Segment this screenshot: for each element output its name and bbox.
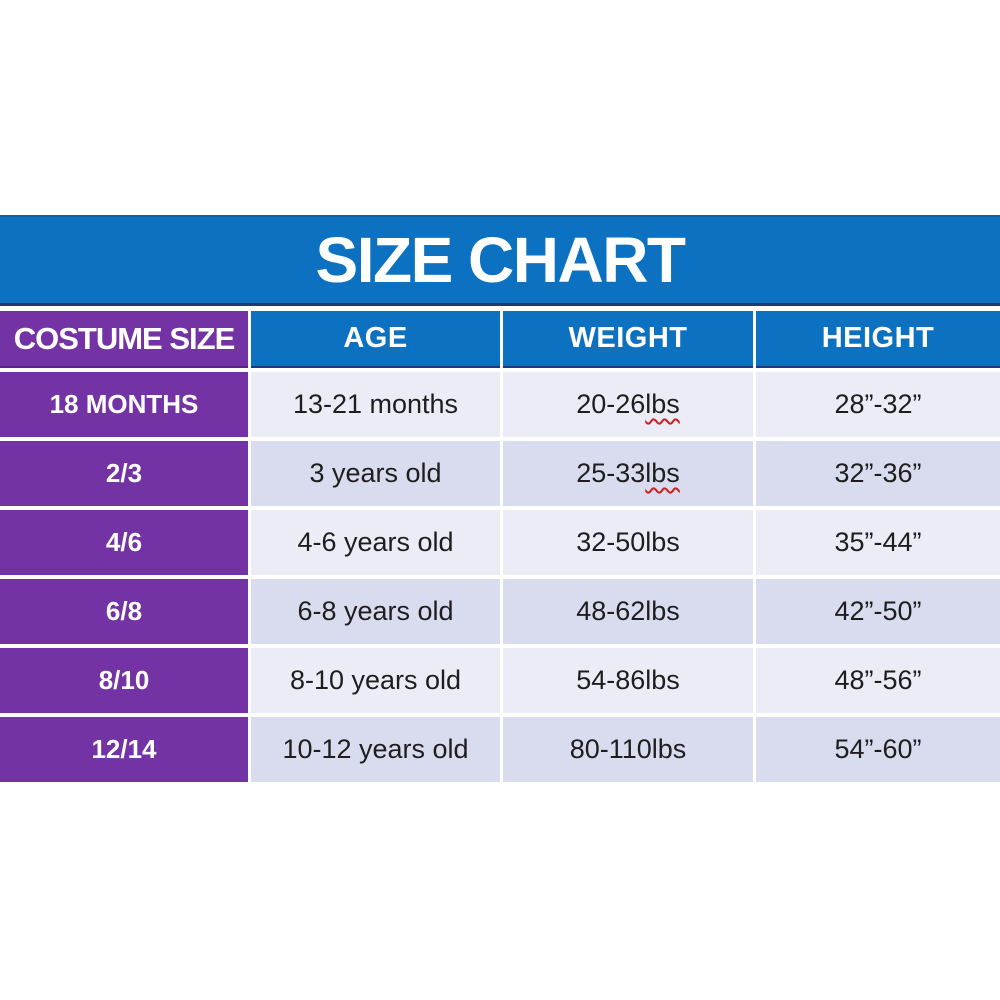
age-value: 8-10 years old	[289, 665, 462, 695]
age-cell: 8-10 years old	[251, 648, 500, 713]
age-cell: 4-6 years old	[251, 510, 500, 575]
weight-unit: lbs	[645, 389, 680, 419]
weight-unit: lbs	[651, 734, 687, 764]
age-value: 10-12 years old	[282, 734, 469, 764]
costume-size-value: 6/8	[105, 596, 143, 626]
height-cell: 28”-32”	[756, 372, 1000, 437]
weight-value: 20-26	[576, 389, 646, 419]
age-cell: 3 years old	[251, 441, 500, 506]
height-value: 48”-56”	[834, 665, 922, 695]
height-value: 28”-32”	[834, 389, 922, 419]
costume-size-value: 18 MONTHS	[49, 389, 199, 419]
costume-size-cell: 2/3	[0, 441, 248, 506]
header-age: AGE	[251, 311, 500, 368]
height-value: 54”-60”	[834, 734, 922, 764]
table-row: 4/6 4-6 years old 32-50 lbs 35”-44”	[0, 510, 1000, 575]
costume-size-cell: 8/10	[0, 648, 248, 713]
costume-size-value: 2/3	[105, 458, 143, 488]
costume-size-cell: 12/14	[0, 717, 248, 782]
age-cell: 10-12 years old	[251, 717, 500, 782]
size-chart-table: SIZE CHART COSTUME SIZE AGE WEIGHT HEIGH…	[0, 215, 1000, 782]
banner-separator	[0, 303, 1000, 306]
table-body: 18 MONTHS 13-21 months 20-26 lbs 28”-32”…	[0, 372, 1000, 782]
table-row: 18 MONTHS 13-21 months 20-26 lbs 28”-32”	[0, 372, 1000, 437]
weight-cell: 20-26 lbs	[503, 372, 753, 437]
page-title: SIZE CHART	[315, 224, 687, 296]
costume-size-value: 4/6	[105, 527, 143, 557]
weight-cell: 54-86 lbs	[503, 648, 753, 713]
header-weight: WEIGHT	[503, 311, 753, 368]
costume-size-cell: 6/8	[0, 579, 248, 644]
height-value: 32”-36”	[834, 458, 922, 488]
weight-value: 54-86	[576, 665, 646, 695]
table-row: 6/8 6-8 years old 48-62 lbs 42”-50”	[0, 579, 1000, 644]
table-header-row: COSTUME SIZE AGE WEIGHT HEIGHT	[0, 311, 1000, 368]
height-cell: 48”-56”	[756, 648, 1000, 713]
weight-cell: 48-62 lbs	[503, 579, 753, 644]
weight-cell: 80-110 lbs	[503, 717, 753, 782]
age-value: 3 years old	[309, 458, 442, 488]
age-value: 4-6 years old	[297, 527, 454, 557]
weight-value: 25-33	[576, 458, 646, 488]
costume-size-cell: 18 MONTHS	[0, 372, 248, 437]
costume-size-value: 12/14	[91, 734, 157, 764]
weight-cell: 25-33 lbs	[503, 441, 753, 506]
header-height: HEIGHT	[756, 311, 1000, 368]
height-value: 35”-44”	[834, 527, 922, 557]
costume-size-value: 8/10	[98, 665, 150, 695]
height-cell: 32”-36”	[756, 441, 1000, 506]
age-cell: 6-8 years old	[251, 579, 500, 644]
weight-unit: lbs	[645, 458, 680, 488]
weight-cell: 32-50 lbs	[503, 510, 753, 575]
table-row: 12/14 10-12 years old 80-110 lbs 54”-60”	[0, 717, 1000, 782]
table-row: 8/10 8-10 years old 54-86 lbs 48”-56”	[0, 648, 1000, 713]
weight-value: 80-110	[569, 734, 652, 764]
age-cell: 13-21 months	[251, 372, 500, 437]
height-cell: 35”-44”	[756, 510, 1000, 575]
table-row: 2/3 3 years old 25-33 lbs 32”-36”	[0, 441, 1000, 506]
age-value: 13-21 months	[292, 389, 459, 419]
weight-unit: lbs	[645, 596, 680, 626]
weight-value: 32-50	[576, 527, 646, 557]
height-cell: 42”-50”	[756, 579, 1000, 644]
age-value: 6-8 years old	[297, 596, 454, 626]
title-banner: SIZE CHART	[0, 215, 1000, 303]
height-value: 42”-50”	[834, 596, 922, 626]
weight-unit: lbs	[645, 665, 680, 695]
header-costume-size: COSTUME SIZE	[0, 311, 248, 368]
height-cell: 54”-60”	[756, 717, 1000, 782]
weight-value: 48-62	[576, 596, 646, 626]
weight-unit: lbs	[645, 527, 680, 557]
costume-size-cell: 4/6	[0, 510, 248, 575]
